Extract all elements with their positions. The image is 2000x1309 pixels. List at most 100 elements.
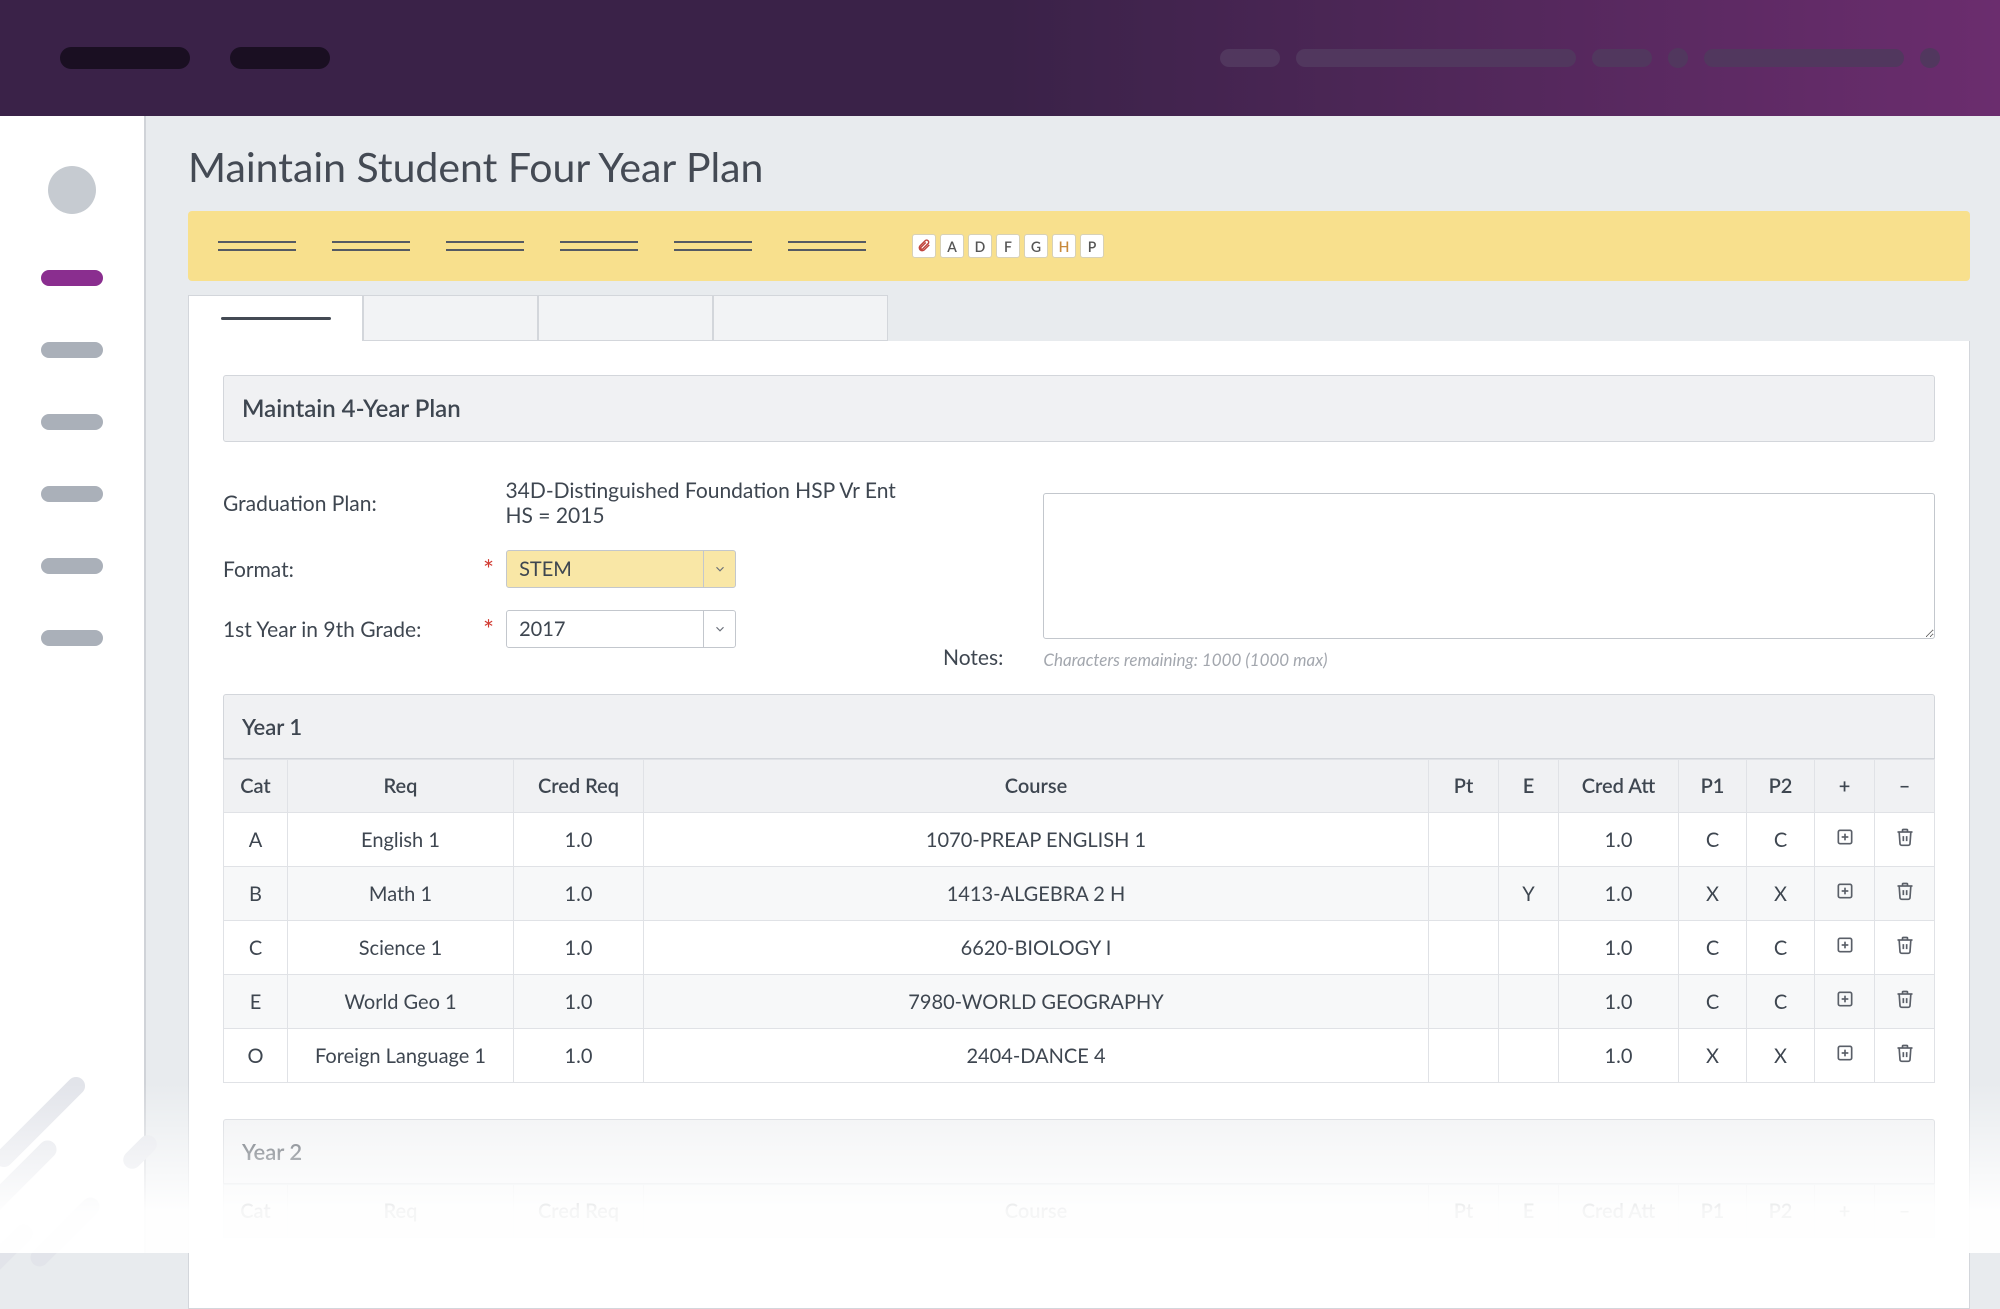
- column-header: E: [1499, 760, 1559, 813]
- flag-g[interactable]: G: [1024, 234, 1048, 258]
- sidebar-item[interactable]: [41, 630, 103, 646]
- flag-a[interactable]: A: [940, 234, 964, 258]
- tab[interactable]: [538, 295, 713, 341]
- table-row: BMath 11.01413-ALGEBRA 2 HY1.0XX: [224, 867, 1935, 921]
- flag-f[interactable]: F: [996, 234, 1020, 258]
- flag-h[interactable]: H: [1052, 234, 1076, 258]
- add-row-icon[interactable]: [1815, 1029, 1875, 1083]
- cell-course: 2404-DANCE 4: [644, 1029, 1429, 1083]
- notes-textarea[interactable]: [1043, 493, 1935, 639]
- delete-row-icon[interactable]: [1875, 813, 1935, 867]
- sidebar-item[interactable]: [41, 414, 103, 430]
- cell-cat: O: [224, 1029, 288, 1083]
- year-section: Year 2CatReqCred ReqCoursePtECred AttP1P…: [223, 1119, 1935, 1238]
- top-bar-item: [1592, 49, 1652, 67]
- format-value: STEM: [507, 551, 703, 587]
- column-header: P1: [1679, 760, 1747, 813]
- cell-req: Math 1: [288, 867, 514, 921]
- cell-p1: C: [1679, 813, 1747, 867]
- flag-p[interactable]: P: [1080, 234, 1104, 258]
- add-row-icon[interactable]: [1815, 813, 1875, 867]
- cell-e: Y: [1499, 867, 1559, 921]
- plan-table: CatReqCred ReqCoursePtECred AttP1P2+–: [223, 1184, 1935, 1238]
- cell-p2: X: [1747, 867, 1815, 921]
- plan-table: CatReqCred ReqCoursePtECred AttP1P2+–AEn…: [223, 759, 1935, 1083]
- notes-label: Notes:: [943, 645, 1003, 670]
- table-row: OForeign Language 11.02404-DANCE 41.0XX: [224, 1029, 1935, 1083]
- cell-pt: [1429, 921, 1499, 975]
- sidebar-item[interactable]: [41, 342, 103, 358]
- cell-cred-att: 1.0: [1559, 813, 1679, 867]
- cell-e: [1499, 975, 1559, 1029]
- column-header: E: [1499, 1185, 1559, 1238]
- column-header: –: [1875, 1185, 1935, 1238]
- column-header: Pt: [1429, 1185, 1499, 1238]
- first-year-value: 2017: [507, 611, 703, 647]
- page-title: Maintain Student Four Year Plan: [188, 142, 1970, 191]
- sidebar-item[interactable]: [41, 270, 103, 286]
- cell-p1: C: [1679, 975, 1747, 1029]
- top-bar-pill: [60, 47, 190, 69]
- cell-p1: X: [1679, 867, 1747, 921]
- cell-p2: X: [1747, 1029, 1815, 1083]
- cell-pt: [1429, 867, 1499, 921]
- cell-req: Foreign Language 1: [288, 1029, 514, 1083]
- avatar[interactable]: [48, 166, 96, 214]
- cell-pt: [1429, 975, 1499, 1029]
- delete-row-icon[interactable]: [1875, 975, 1935, 1029]
- cell-cred-att: 1.0: [1559, 1029, 1679, 1083]
- cell-cred-req: 1.0: [514, 813, 644, 867]
- column-header: Req: [288, 1185, 514, 1238]
- column-header: Cred Att: [1559, 1185, 1679, 1238]
- sidebar: [0, 116, 146, 1253]
- add-row-icon[interactable]: [1815, 867, 1875, 921]
- column-header: P2: [1747, 760, 1815, 813]
- cell-course: 6620-BIOLOGY I: [644, 921, 1429, 975]
- top-bar-item: [1704, 49, 1904, 67]
- top-bar: [0, 0, 2000, 116]
- add-row-icon[interactable]: [1815, 975, 1875, 1029]
- format-label: Format:: [223, 557, 483, 582]
- format-select[interactable]: STEM: [506, 550, 736, 588]
- delete-row-icon[interactable]: [1875, 1029, 1935, 1083]
- column-header: +: [1815, 760, 1875, 813]
- sidebar-item[interactable]: [41, 486, 103, 502]
- tab[interactable]: [188, 295, 363, 341]
- cell-e: [1499, 813, 1559, 867]
- cell-req: Science 1: [288, 921, 514, 975]
- sidebar-item[interactable]: [41, 558, 103, 574]
- column-header: Course: [644, 1185, 1429, 1238]
- tab[interactable]: [713, 295, 888, 341]
- required-icon: *: [483, 553, 494, 585]
- tab[interactable]: [363, 295, 538, 341]
- top-bar-left: [60, 47, 330, 69]
- column-header: Cred Req: [514, 1185, 644, 1238]
- cell-p2: C: [1747, 921, 1815, 975]
- tab-strip: [188, 295, 1970, 341]
- attachment-icon[interactable]: [912, 234, 936, 258]
- column-header: Pt: [1429, 760, 1499, 813]
- add-row-icon[interactable]: [1815, 921, 1875, 975]
- cell-cat: C: [224, 921, 288, 975]
- column-header: Cat: [224, 1185, 288, 1238]
- year-header: Year 1: [223, 694, 1935, 759]
- cell-cred-req: 1.0: [514, 921, 644, 975]
- flag-group: A D F G H P: [912, 234, 1104, 258]
- column-header: Cat: [224, 760, 288, 813]
- table-row: EWorld Geo 11.07980-WORLD GEOGRAPHY1.0CC: [224, 975, 1935, 1029]
- table-row: CScience 11.06620-BIOLOGY I1.0CC: [224, 921, 1935, 975]
- cell-cred-att: 1.0: [1559, 867, 1679, 921]
- cell-cred-req: 1.0: [514, 1029, 644, 1083]
- flag-d[interactable]: D: [968, 234, 992, 258]
- cell-p2: C: [1747, 975, 1815, 1029]
- delete-row-icon[interactable]: [1875, 921, 1935, 975]
- cell-cat: A: [224, 813, 288, 867]
- year-header: Year 2: [223, 1119, 1935, 1184]
- cell-p1: C: [1679, 921, 1747, 975]
- first-year-label: 1st Year in 9th Grade:: [223, 617, 483, 642]
- first-year-select[interactable]: 2017: [506, 610, 736, 648]
- delete-row-icon[interactable]: [1875, 867, 1935, 921]
- chevron-down-icon: [703, 551, 735, 587]
- cell-req: World Geo 1: [288, 975, 514, 1029]
- grad-plan-label: Graduation Plan:: [223, 491, 483, 516]
